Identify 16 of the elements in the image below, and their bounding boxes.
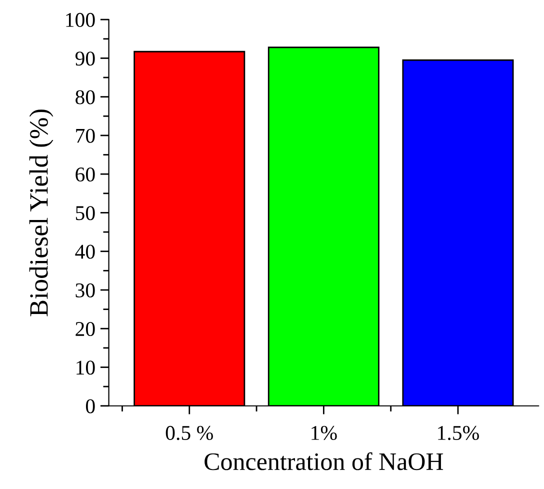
y-tick-label: 80 xyxy=(76,90,95,104)
x-axis-title: Concentration of NaOH xyxy=(204,452,444,470)
y-tick-label: 30 xyxy=(76,283,95,298)
x-tick-label: 1.5% xyxy=(438,426,479,440)
y-tick-label: 100 xyxy=(66,12,95,27)
y-tick-label: 70 xyxy=(76,128,95,143)
y-tick-label: 60 xyxy=(76,167,95,182)
x-tick-label: 0.5 % xyxy=(166,426,213,440)
x-tick-label: 1% xyxy=(312,426,337,440)
y-tick-label: 50 xyxy=(76,206,95,220)
y-tick-label: 20 xyxy=(76,322,95,336)
y-tick-label: 0 xyxy=(86,399,95,414)
y-tick-label: 40 xyxy=(75,244,95,259)
y-axis-title: Biodiesel Yield (%) xyxy=(29,110,54,316)
y-tick-label: 10 xyxy=(76,360,95,375)
y-tick-label: 90 xyxy=(75,52,95,66)
